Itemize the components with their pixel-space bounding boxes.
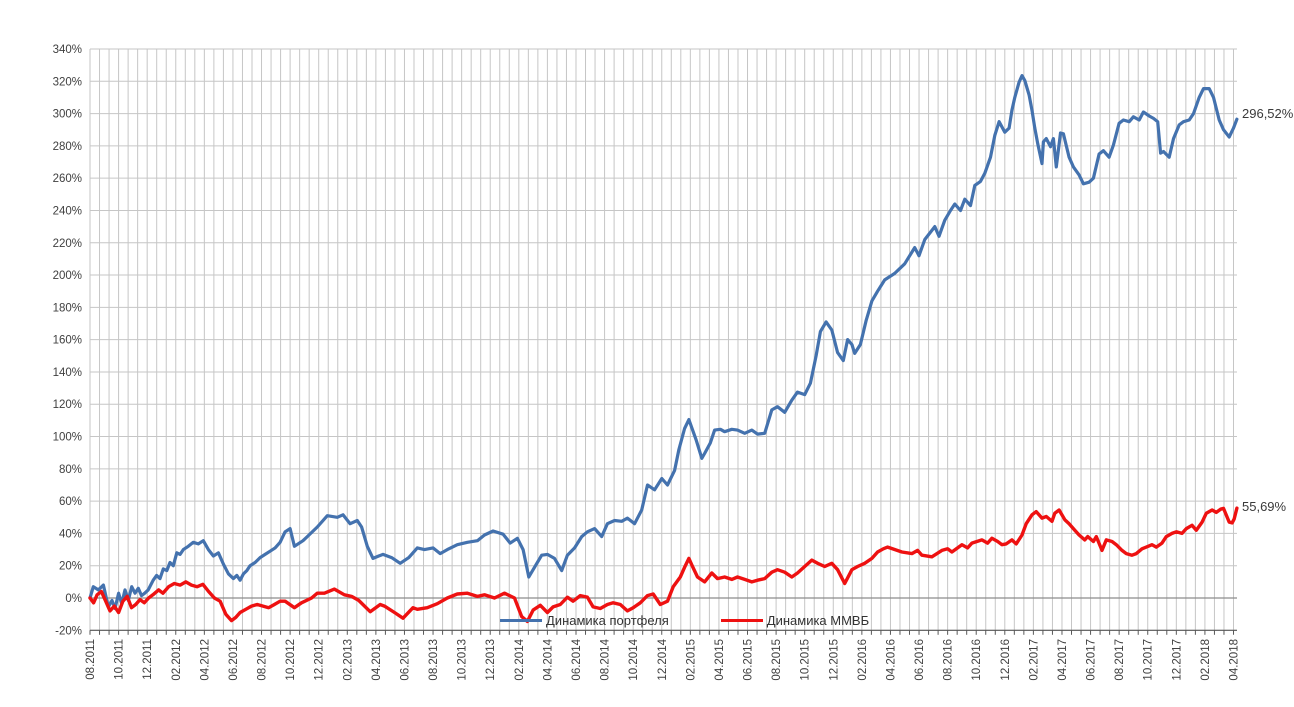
svg-text:10.2012: 10.2012 bbox=[285, 639, 297, 681]
svg-text:08.2017: 08.2017 bbox=[1114, 639, 1126, 681]
legend-label-portfolio: Динамика портфеля bbox=[546, 613, 669, 628]
svg-text:04.2013: 04.2013 bbox=[371, 639, 383, 681]
svg-text:04.2015: 04.2015 bbox=[714, 639, 726, 681]
micex-series-line bbox=[88, 506, 1239, 624]
svg-text:04.2014: 04.2014 bbox=[542, 638, 554, 680]
legend-item-portfolio: Динамика портфеля bbox=[500, 613, 669, 628]
svg-text:02.2012: 02.2012 bbox=[171, 639, 183, 681]
x-axis bbox=[89, 629, 1237, 635]
y-tick-labels: -20% 0% 20% 40% 60% 80% 100% 120% 140% 160% 180% 20… bbox=[53, 44, 82, 637]
portfolio-series-line bbox=[88, 73, 1239, 611]
svg-text:12.2016: 12.2016 bbox=[1000, 639, 1012, 681]
svg-text:220%: 220% bbox=[53, 238, 82, 250]
micex-line-sample-icon bbox=[720, 619, 763, 622]
svg-text:04.2018: 04.2018 bbox=[1229, 639, 1241, 681]
chart-legend: Динамика портфеля Динамика ММВБ bbox=[500, 613, 869, 628]
svg-text:06.2015: 06.2015 bbox=[743, 639, 755, 681]
svg-text:06.2013: 06.2013 bbox=[399, 639, 411, 681]
svg-text:10.2017: 10.2017 bbox=[1143, 639, 1155, 681]
x-tick-labels: 08.2011 10.2011 12.2011 02.2012 04.2012 06.20… bbox=[85, 638, 1241, 680]
svg-text:02.2014: 02.2014 bbox=[514, 638, 526, 680]
svg-text:12.2011: 12.2011 bbox=[142, 639, 154, 680]
svg-text:240%: 240% bbox=[53, 205, 82, 217]
svg-text:12.2014: 12.2014 bbox=[657, 638, 669, 680]
svg-text:10.2014: 10.2014 bbox=[628, 638, 640, 680]
svg-text:10.2015: 10.2015 bbox=[800, 639, 812, 681]
svg-text:12.2015: 12.2015 bbox=[828, 639, 840, 681]
svg-text:06.2014: 06.2014 bbox=[571, 638, 583, 680]
svg-text:08.2014: 08.2014 bbox=[600, 638, 612, 680]
svg-text:280%: 280% bbox=[53, 141, 82, 153]
svg-text:300%: 300% bbox=[53, 109, 82, 121]
svg-text:06.2012: 06.2012 bbox=[228, 639, 240, 681]
svg-text:10.2013: 10.2013 bbox=[457, 639, 469, 681]
svg-text:08.2016: 08.2016 bbox=[943, 639, 955, 681]
gridlines bbox=[89, 48, 1237, 631]
svg-text:-20%: -20% bbox=[55, 625, 82, 637]
svg-text:04.2017: 04.2017 bbox=[1057, 639, 1069, 681]
svg-text:04.2012: 04.2012 bbox=[199, 639, 211, 681]
legend-item-micex: Динамика ММВБ bbox=[720, 613, 870, 628]
svg-text:20%: 20% bbox=[59, 561, 82, 573]
svg-text:140%: 140% bbox=[53, 367, 82, 379]
svg-text:160%: 160% bbox=[53, 335, 82, 347]
svg-text:06.2016: 06.2016 bbox=[914, 639, 926, 681]
svg-text:08.2015: 08.2015 bbox=[771, 639, 783, 681]
svg-text:08.2011: 08.2011 bbox=[85, 639, 97, 680]
svg-text:12.2017: 12.2017 bbox=[1171, 639, 1183, 681]
svg-text:04.2016: 04.2016 bbox=[885, 639, 897, 681]
legend-label-micex: Динамика ММВБ bbox=[766, 613, 870, 628]
svg-text:120%: 120% bbox=[53, 399, 82, 411]
svg-text:200%: 200% bbox=[53, 270, 82, 282]
svg-text:340%: 340% bbox=[53, 44, 82, 56]
svg-text:180%: 180% bbox=[53, 302, 82, 314]
svg-text:100%: 100% bbox=[53, 432, 82, 444]
svg-text:12.2013: 12.2013 bbox=[485, 639, 497, 681]
svg-text:80%: 80% bbox=[59, 464, 82, 476]
svg-text:12.2012: 12.2012 bbox=[314, 639, 326, 681]
svg-text:60%: 60% bbox=[59, 496, 82, 508]
svg-text:40%: 40% bbox=[59, 528, 82, 540]
svg-text:02.2015: 02.2015 bbox=[685, 639, 697, 681]
svg-text:02.2017: 02.2017 bbox=[1028, 639, 1040, 681]
portfolio-line-sample-icon bbox=[500, 619, 542, 622]
svg-text:06.2017: 06.2017 bbox=[1086, 639, 1098, 681]
svg-text:02.2013: 02.2013 bbox=[342, 639, 354, 681]
svg-text:02.2018: 02.2018 bbox=[1200, 639, 1212, 681]
portfolio-end-value-label: 296,52% bbox=[1242, 106, 1294, 121]
svg-text:08.2013: 08.2013 bbox=[428, 639, 440, 681]
svg-text:10.2011: 10.2011 bbox=[114, 639, 126, 680]
svg-text:02.2016: 02.2016 bbox=[857, 639, 869, 681]
svg-text:08.2012: 08.2012 bbox=[257, 639, 269, 681]
svg-text:10.2016: 10.2016 bbox=[971, 639, 983, 681]
micex-end-value-label: 55,69% bbox=[1242, 499, 1287, 514]
svg-text:260%: 260% bbox=[53, 173, 82, 185]
svg-text:0%: 0% bbox=[65, 593, 82, 605]
svg-text:320%: 320% bbox=[53, 76, 82, 88]
